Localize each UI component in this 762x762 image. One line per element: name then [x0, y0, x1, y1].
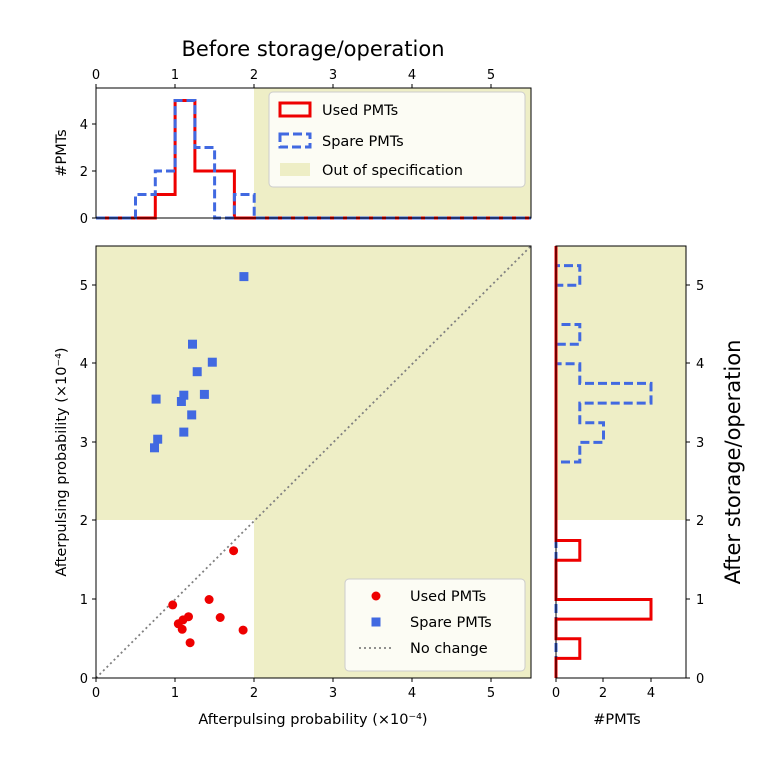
right-title: After storage/operation	[721, 340, 745, 585]
spare-pmt-point	[150, 443, 159, 453]
spare-pmt-point	[179, 390, 189, 400]
right-ytick-label: 5	[696, 279, 704, 294]
top-xtick-label: 2	[250, 68, 258, 83]
main-xtick-label: 2	[250, 686, 258, 701]
legend-used-histogram-swatch	[278, 101, 312, 118]
legend-spec-swatch	[280, 163, 310, 176]
legend-label: Spare PMTs	[322, 134, 404, 150]
right-ytick-label: 4	[696, 357, 704, 372]
right-x-axis-label: #PMTs	[593, 712, 640, 728]
top-xtick-label: 4	[408, 68, 416, 83]
right-spare-histogram	[554, 246, 653, 678]
right-xtick-label: 2	[599, 686, 607, 701]
main-xtick-label: 5	[487, 686, 495, 701]
legend-label: No change	[410, 641, 488, 657]
right-ytick-label: 2	[696, 514, 704, 529]
spare-pmt-point	[151, 394, 161, 404]
main-x-axis-label: Afterpulsing probability (×10⁻⁴)	[198, 712, 427, 728]
legend-used-marker	[371, 591, 381, 601]
right-histogram-plot	[554, 246, 653, 678]
spare-pmt-point	[192, 367, 202, 377]
right-used-histogram	[554, 246, 653, 678]
right-y-axis: 0 1 2 3 4 5 After storage/operation	[686, 279, 745, 687]
right-ytick-label: 1	[696, 593, 704, 608]
main-ytick-label: 2	[80, 514, 88, 529]
used-pmt-point	[185, 638, 195, 648]
right-plot-frame	[555, 245, 687, 679]
used-pmt-point	[177, 624, 187, 634]
right-xtick-label: 4	[647, 686, 655, 701]
used-pmt-point	[229, 546, 239, 556]
top-xtick-label: 5	[487, 68, 495, 83]
legend-label: Used PMTs	[410, 589, 486, 605]
main-scatter-plot	[150, 272, 249, 648]
main-xtick-label: 0	[92, 686, 100, 701]
right-histogram-panel: 0 2 4 #PMTs 0 1 2 3 4 5 After storage/op…	[552, 245, 745, 728]
top-ytick-label: 4	[80, 118, 88, 133]
main-ytick-label: 0	[80, 672, 88, 687]
top-ytick-label: 0	[80, 212, 88, 227]
top-ytick-label: 2	[80, 165, 88, 180]
top-histogram-panel: 0 1 2 3 4 5 0 2 4 #PMTs Before storage/o…	[54, 37, 532, 227]
main-y-axis: 0 1 2 3 4 5 Afterpulsing probability (×1…	[54, 279, 96, 687]
top-y-axis: 0 2 4 #PMTs	[54, 118, 96, 227]
top-spare-histogram	[96, 99, 531, 220]
no-change-diagonal	[95, 245, 532, 679]
spare-pmt-point	[187, 410, 197, 420]
spare-pmt-point	[188, 339, 197, 349]
main-ytick-label: 1	[80, 593, 88, 608]
used-pmt-point	[168, 600, 178, 610]
spare-pmt-point	[176, 397, 186, 406]
legend-spare-histogram-swatch	[278, 132, 312, 149]
top-legend-box	[268, 91, 526, 188]
used-pmt-point	[238, 625, 248, 635]
used-pmt-point	[215, 613, 225, 622]
used-pmt-point	[204, 595, 214, 604]
right-ytick-label: 3	[696, 436, 704, 451]
used-pmt-point	[184, 612, 193, 622]
main-xtick-label: 1	[171, 686, 179, 701]
top-xtick-label: 0	[92, 68, 100, 83]
main-ytick-label: 3	[80, 436, 88, 451]
top-legend: Used PMTs Spare PMTs Out of specificatio…	[268, 91, 526, 188]
spare-pmt-point	[153, 434, 163, 444]
right-ytick-label: 0	[696, 672, 704, 687]
main-xtick-label: 3	[329, 686, 337, 701]
main-x-axis: 0 1 2 3 4 5 Afterpulsing probability (×1…	[92, 678, 495, 728]
top-x-axis: 0 1 2 3 4 5	[92, 68, 495, 88]
spare-pmt-point	[199, 389, 209, 399]
top-plot-frame	[95, 87, 532, 219]
legend-label: Spare PMTs	[410, 615, 492, 631]
main-plot-frame	[95, 245, 532, 679]
spare-pmt-point	[179, 427, 189, 437]
main-legend: Used PMTs Spare PMTs No change	[344, 578, 526, 672]
main-scatter-panel: 0 1 2 3 4 5 Afterpulsing probability (×1…	[54, 245, 532, 728]
right-spec-region	[556, 246, 686, 520]
legend-label: Out of specification	[322, 163, 463, 179]
top-title: Before storage/operation	[181, 37, 444, 61]
main-xtick-label: 4	[408, 686, 416, 701]
right-x-axis: 0 2 4 #PMTs	[552, 678, 655, 728]
main-ytick-label: 4	[80, 357, 88, 372]
legend-spare-marker	[371, 617, 381, 627]
top-xtick-label: 1	[171, 68, 179, 83]
top-xtick-label: 3	[329, 68, 337, 83]
right-xtick-label: 0	[552, 686, 560, 701]
main-ytick-label: 5	[80, 279, 88, 294]
legend-label: Used PMTs	[322, 103, 398, 119]
spare-pmt-point	[207, 357, 217, 367]
spare-pmt-point	[239, 272, 249, 282]
main-y-axis-label: Afterpulsing probability (×10⁻⁴)	[54, 347, 70, 576]
main-spec-region-top	[96, 246, 531, 520]
top-y-axis-label: #PMTs	[54, 129, 70, 176]
